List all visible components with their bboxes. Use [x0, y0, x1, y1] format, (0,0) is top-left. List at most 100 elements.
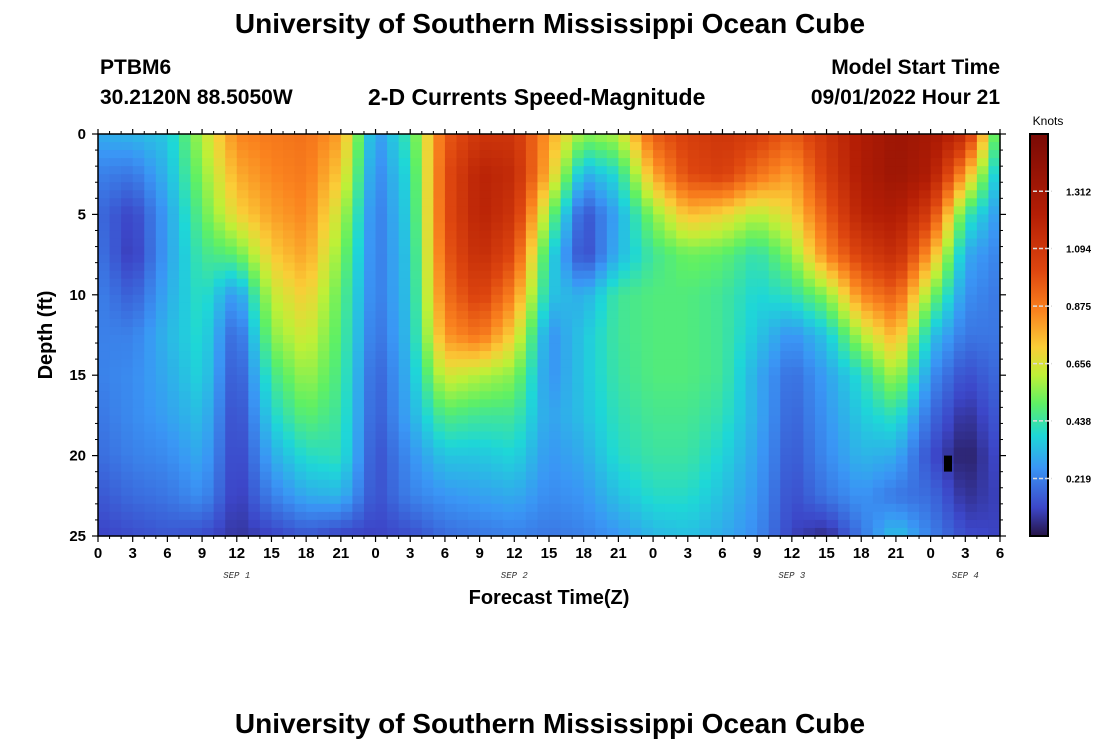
- heatmap-cell: [259, 423, 273, 433]
- heatmap-cell: [271, 198, 284, 207]
- heatmap-cell: [942, 310, 955, 320]
- heatmap-cell: [780, 367, 793, 376]
- heatmap-cell: [549, 150, 562, 159]
- heatmap-cell: [988, 318, 1001, 328]
- heatmap-cell: [340, 326, 354, 336]
- heatmap-cell: [213, 222, 226, 232]
- heatmap-cell: [653, 190, 666, 199]
- heatmap-cell: [606, 142, 619, 151]
- heatmap-cell: [895, 174, 909, 183]
- heatmap-cell: [375, 527, 388, 537]
- heatmap-cell: [236, 326, 249, 336]
- heatmap-cell: [884, 150, 897, 159]
- heatmap-cell: [121, 222, 134, 232]
- heatmap-cell: [387, 318, 400, 328]
- heatmap-cell: [780, 431, 793, 441]
- heatmap-cell: [225, 455, 238, 465]
- heatmap-cell: [976, 511, 990, 521]
- heatmap-cell: [676, 278, 689, 288]
- heatmap-cell: [375, 150, 388, 159]
- heatmap-cell: [849, 238, 862, 248]
- heatmap-cell: [583, 222, 596, 232]
- heatmap-cell: [248, 383, 261, 392]
- heatmap-cell: [155, 519, 168, 529]
- heatmap-cell: [549, 286, 562, 296]
- heatmap-cell: [98, 399, 111, 408]
- heatmap-cell: [710, 359, 724, 368]
- heatmap-cell: [178, 423, 192, 433]
- heatmap-cell: [791, 519, 805, 529]
- heatmap-cell: [271, 527, 284, 537]
- colorbar-tick-label: 0.875: [1066, 302, 1091, 313]
- heatmap-cell: [363, 294, 377, 304]
- heatmap-cell: [953, 351, 966, 360]
- heatmap-cell: [121, 150, 134, 159]
- heatmap-cell: [479, 495, 492, 505]
- heatmap-cell: [710, 158, 724, 167]
- heatmap-cell: [549, 447, 562, 457]
- heatmap-cell: [502, 222, 515, 232]
- heatmap-cell: [664, 487, 677, 497]
- heatmap-cell: [919, 479, 932, 489]
- heatmap-cell: [814, 254, 828, 264]
- heatmap-cell: [988, 415, 1001, 425]
- heatmap-cell: [895, 463, 909, 473]
- heatmap-cell: [317, 415, 330, 425]
- heatmap-cell: [121, 310, 134, 320]
- heatmap-cell: [444, 270, 458, 280]
- heatmap-cell: [791, 158, 805, 167]
- heatmap-cell: [98, 262, 111, 272]
- heatmap-cell: [352, 487, 365, 497]
- heatmap-cell: [283, 399, 296, 408]
- heatmap-cell: [178, 343, 192, 352]
- heatmap-cell: [595, 519, 608, 529]
- heatmap-cell: [687, 471, 700, 481]
- heatmap-cell: [606, 471, 619, 481]
- heatmap-cell: [595, 134, 608, 143]
- heatmap-cell: [606, 503, 619, 513]
- heatmap-cell: [225, 463, 238, 473]
- heatmap-cell: [699, 431, 712, 441]
- heatmap-cell: [132, 262, 145, 272]
- heatmap-cell: [872, 423, 885, 433]
- heatmap-cell: [202, 503, 215, 513]
- heatmap-cell: [653, 343, 666, 352]
- heatmap-cell: [942, 511, 955, 521]
- heatmap-cell: [433, 527, 446, 537]
- heatmap-cell: [98, 230, 111, 240]
- heatmap-cell: [861, 206, 874, 215]
- heatmap-cell: [838, 254, 851, 264]
- heatmap-cell: [502, 487, 515, 497]
- heatmap-cell: [606, 479, 619, 489]
- heatmap-cell: [317, 214, 330, 224]
- heatmap-cell: [340, 278, 354, 288]
- heatmap-cell: [410, 471, 423, 481]
- heatmap-cell: [560, 439, 573, 449]
- heatmap-cell: [641, 511, 654, 521]
- heatmap-cell: [340, 527, 354, 537]
- heatmap-cell: [213, 463, 226, 473]
- heatmap-cell: [953, 407, 966, 416]
- heatmap-cell: [988, 278, 1001, 288]
- heatmap-cell: [236, 294, 249, 304]
- heatmap-cell: [294, 495, 307, 505]
- heatmap-cell: [988, 503, 1001, 513]
- heatmap-cell: [456, 359, 469, 368]
- heatmap-cell: [583, 310, 596, 320]
- heatmap-cell: [306, 423, 319, 433]
- heatmap-cell: [479, 511, 492, 521]
- heatmap-cell: [549, 431, 562, 441]
- heatmap-cell: [861, 519, 874, 529]
- heatmap-cell: [976, 318, 990, 328]
- heatmap-cell: [259, 511, 273, 521]
- heatmap-cell: [387, 158, 400, 167]
- heatmap-cell: [433, 423, 446, 433]
- heatmap-cell: [98, 439, 111, 449]
- heatmap-cell: [618, 278, 631, 288]
- heatmap-cell: [167, 326, 180, 336]
- heatmap-cell: [537, 343, 550, 352]
- heatmap-cell: [768, 246, 781, 256]
- heatmap-cell: [294, 190, 307, 199]
- heatmap-cell: [98, 286, 111, 296]
- heatmap-cell: [988, 447, 1001, 457]
